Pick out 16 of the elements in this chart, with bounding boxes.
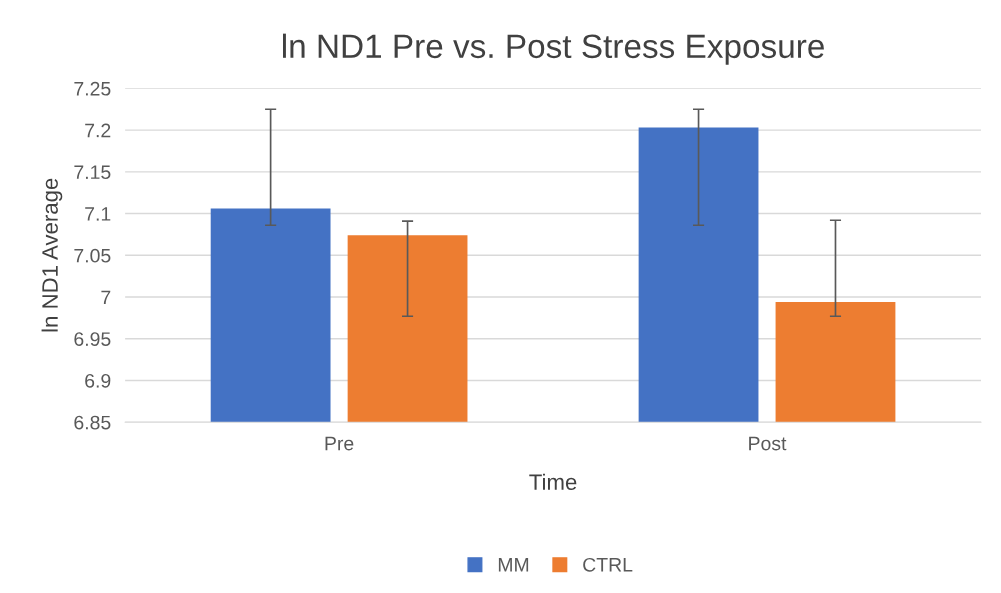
- y-tick-label: 6.85: [74, 415, 111, 430]
- y-axis-title: ln ND1 Average: [41, 178, 63, 332]
- y-tick-label: 7.1: [85, 207, 111, 221]
- legend-label: CTRL: [583, 557, 633, 572]
- y-tick-label: 7.25: [74, 81, 111, 96]
- x-axis-title: Time: [529, 473, 577, 490]
- y-tick-label: 7.05: [74, 248, 111, 263]
- x-tick-label: Pre: [325, 436, 354, 451]
- y-tick-label: 7: [101, 290, 111, 305]
- y-tick-label: 7.2: [85, 123, 111, 138]
- chart-title: ln ND1 Pre vs. Post Stress Exposure: [282, 33, 824, 65]
- x-tick-label: Post: [749, 436, 787, 451]
- y-tick-label: 7.15: [74, 165, 111, 180]
- legend-label: MM: [498, 558, 529, 572]
- y-tick-label: 6.95: [74, 332, 111, 346]
- y-tick-label: 6.9: [85, 373, 111, 388]
